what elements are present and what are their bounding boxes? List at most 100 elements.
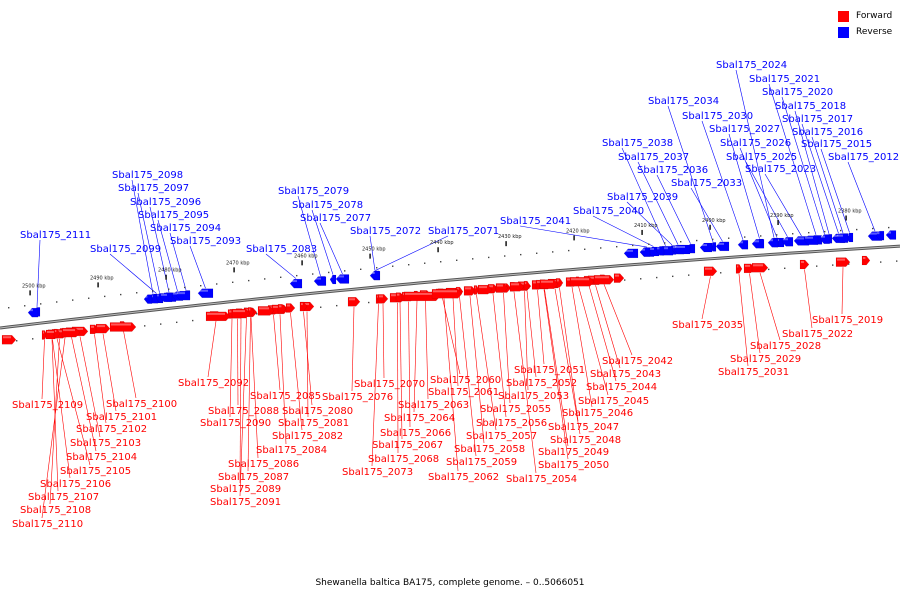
tick-label: 2410 kbp xyxy=(634,223,658,229)
reverse-gene-label: Sbal175_2079 xyxy=(278,186,349,197)
forward-gene-arrow xyxy=(205,311,231,322)
guide-dot xyxy=(696,239,698,242)
forward-label-leader xyxy=(56,338,91,466)
tick-label: 2380 kbp xyxy=(838,209,862,215)
forward-label-leader xyxy=(413,300,418,413)
legend-forward-label: Forward xyxy=(856,11,893,21)
forward-label-leader xyxy=(588,285,617,382)
forward-gene-arrow xyxy=(473,285,480,295)
forward-gene-label: Sbal175_2045 xyxy=(578,396,649,407)
reverse-label-leader xyxy=(764,173,802,237)
gene-arrow-shine xyxy=(717,242,724,245)
forward-gene-arrow xyxy=(593,275,615,285)
gene-arrow-shine xyxy=(349,298,355,301)
reverse-gene-arrow xyxy=(803,235,819,245)
forward-label-leader xyxy=(408,301,411,428)
reverse-gene-arrow xyxy=(751,239,765,249)
forward-gene-arrow xyxy=(95,323,111,334)
gene-arrow-shine xyxy=(753,264,763,267)
gene-arrow-shine xyxy=(433,290,457,293)
gene-arrow-shine xyxy=(837,258,845,261)
reverse-gene-arrow xyxy=(699,242,713,253)
forward-label-leader xyxy=(578,286,609,396)
forward-gene-label: Sbal175_2100 xyxy=(106,399,177,410)
forward-gene-label: Sbal175_2057 xyxy=(466,431,537,442)
legend-reverse: Reverse xyxy=(838,24,892,40)
forward-gene-label: Sbal175_2053 xyxy=(498,391,569,402)
forward-gene-arrow xyxy=(285,303,296,313)
reverse-label-leader xyxy=(375,235,449,271)
gene-arrow-shine xyxy=(615,274,619,277)
forward-label-leader xyxy=(239,317,247,497)
reverse-gene-label: Sbal175_2097 xyxy=(118,183,189,194)
reverse-gene-arrow xyxy=(737,240,749,250)
reverse-gene-label: Sbal175_2072 xyxy=(350,226,421,237)
guide-dot xyxy=(232,281,234,283)
guide-dot xyxy=(784,267,786,269)
guide-dot xyxy=(720,272,722,274)
forward-gene-label: Sbal175_2070 xyxy=(354,379,425,390)
gene-arrow-shine xyxy=(331,276,333,279)
forward-gene-label: Sbal175_2060 xyxy=(430,375,501,386)
guide-dot xyxy=(648,243,650,245)
reverse-gene-label: Sbal175_2017 xyxy=(782,114,853,125)
reverse-label-leader xyxy=(369,235,376,271)
forward-gene-label: Sbal175_2061 xyxy=(428,387,499,398)
gene-arrow-shine xyxy=(157,294,159,297)
gene-arrow-shine xyxy=(801,261,804,264)
tick-label: 2500 kbp xyxy=(22,283,46,289)
reverse-gene-label: Sbal175_2078 xyxy=(292,200,363,211)
forward-label-leader xyxy=(759,272,781,341)
tick-label: 2400 kbp xyxy=(702,218,726,224)
reverse-label-leader xyxy=(311,209,334,275)
gene-arrow-shine xyxy=(887,231,891,234)
forward-gene-label: Sbal175_2073 xyxy=(342,467,413,478)
guide-dot xyxy=(264,278,266,280)
guide-dot xyxy=(440,261,442,263)
guide-dot xyxy=(768,268,770,271)
reverse-gene-arrow xyxy=(835,233,849,243)
gene-arrow-shine xyxy=(657,247,660,250)
guide-dot xyxy=(824,230,826,233)
guide-dot xyxy=(672,275,674,278)
gene-arrow-shine xyxy=(379,295,383,298)
forward-gene-label: Sbal175_2102 xyxy=(76,424,147,435)
forward-gene-label: Sbal175_2105 xyxy=(60,466,131,477)
guide-dot xyxy=(808,231,810,234)
reverse-gene-arrow xyxy=(767,237,779,248)
gene-arrow-shine xyxy=(497,284,503,287)
guide-dot xyxy=(104,295,106,298)
tick-mark xyxy=(97,282,99,288)
forward-gene-arrow xyxy=(523,280,531,291)
forward-gene-arrow xyxy=(477,284,493,295)
forward-label-leader xyxy=(397,302,399,454)
gene-arrow-shine xyxy=(649,247,654,250)
forward-gene-label: Sbal175_2058 xyxy=(454,444,525,455)
guide-dot xyxy=(472,258,474,260)
forward-label-leader xyxy=(51,339,59,492)
gene-arrow-shine xyxy=(675,245,685,248)
tick-label: 2420 kbp xyxy=(566,228,590,234)
forward-label-leader xyxy=(442,298,461,375)
reverse-gene-label: Sbal175_2016 xyxy=(792,127,863,138)
reverse-gene-label: Sbal175_2071 xyxy=(428,226,499,237)
gene-arrow-shine xyxy=(73,327,83,330)
forward-gene-label: Sbal175_2048 xyxy=(550,435,621,446)
forward-gene-label: Sbal175_2106 xyxy=(40,479,111,490)
legend: Forward Reverse xyxy=(838,8,892,40)
forward-gene-arrow xyxy=(347,297,361,307)
guide-dot xyxy=(600,247,602,249)
gene-arrow-shine xyxy=(145,295,148,298)
forward-gene-label: Sbal175_2047 xyxy=(548,422,619,433)
forward-gene-label: Sbal175_2046 xyxy=(562,408,633,419)
tick-label: 2390 kbp xyxy=(770,213,794,219)
guide-dot xyxy=(16,340,18,342)
forward-label-leader xyxy=(603,284,633,356)
legend-forward: Forward xyxy=(838,8,892,24)
gene-arrow-shine xyxy=(259,307,269,310)
forward-gene-label: Sbal175_2063 xyxy=(398,400,469,411)
forward-gene-arrow xyxy=(539,279,559,289)
tick-mark xyxy=(641,229,643,235)
guide-dot xyxy=(816,265,818,267)
gene-arrow-shine xyxy=(783,238,788,241)
